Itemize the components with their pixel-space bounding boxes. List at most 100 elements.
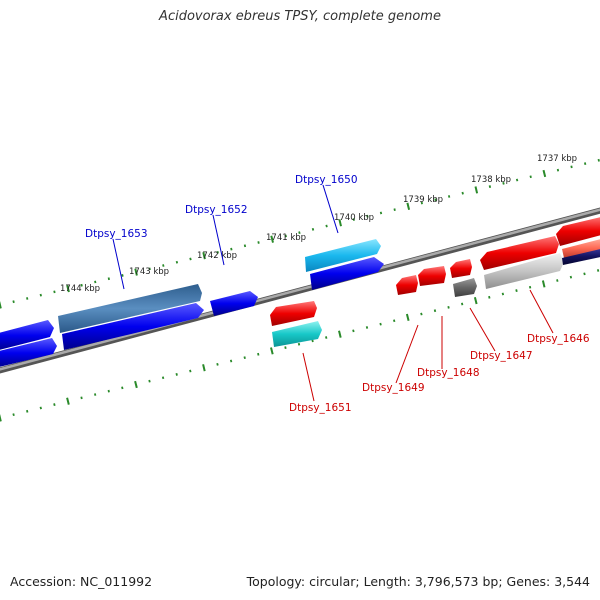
inner-minor-tick	[121, 386, 124, 390]
gene-arrow-left-edge-outer[interactable]	[0, 320, 54, 351]
outer-minor-tick	[80, 283, 83, 287]
gene-label-dtpsy-1650[interactable]: Dtpsy_1650	[295, 174, 358, 186]
outer-major-tick	[134, 268, 138, 276]
gene-label-dtpsy-1646[interactable]: Dtpsy_1646	[527, 333, 590, 345]
gene-arrow-blue-upper[interactable]	[310, 257, 384, 290]
inner-minor-tick	[556, 279, 559, 282]
gene-label-dtpsy-1651[interactable]: Dtpsy_1651	[289, 402, 352, 414]
inner-minor-tick	[311, 339, 314, 343]
inner-minor-tick	[297, 342, 301, 346]
label-connectors	[112, 184, 554, 402]
outer-minor-tick	[366, 214, 369, 218]
scale-label-1741: 1741 kbp	[266, 233, 306, 243]
gene-arrow-dtpsy-1649[interactable]	[396, 275, 418, 295]
accession-text: Accession: NC_011992	[10, 574, 153, 589]
outer-minor-tick	[325, 224, 328, 228]
inner-minor-tick	[80, 396, 83, 400]
gene-feature-layer	[0, 216, 600, 368]
gene-arrow-dtpsy-1651-red[interactable]	[270, 301, 317, 326]
inner-minor-tick	[461, 302, 464, 306]
scale-label-1744: 1744 kbp	[60, 284, 100, 294]
gene-arrow-dtpsy-1647[interactable]	[453, 278, 477, 297]
inner-minor-tick	[365, 326, 369, 329]
outer-minor-tick	[529, 175, 532, 179]
inner-major-tick	[0, 414, 2, 422]
gene-arrow-right-salmon[interactable]	[562, 238, 600, 258]
outer-minor-tick	[257, 241, 260, 244]
outer-minor-tick	[379, 211, 383, 215]
inner-minor-tick	[501, 292, 505, 296]
inner-minor-tick	[175, 372, 178, 376]
scale-label-1742: 1742 kbp	[197, 251, 237, 261]
inner-minor-tick	[243, 356, 246, 360]
scale-label-1740: 1740 kbp	[334, 213, 374, 223]
outer-minor-tick	[121, 273, 124, 277]
gene-arrow-small-blue[interactable]	[210, 291, 258, 316]
outer-minor-tick	[175, 260, 179, 264]
gene-arrow-dtpsy-1653[interactable]	[58, 284, 202, 333]
inner-minor-tick	[433, 309, 437, 313]
gene-arrow-left-edge-inner[interactable]	[0, 338, 57, 368]
outer-minor-tick	[189, 257, 192, 261]
genome-backbone	[0, 207, 600, 374]
inner-minor-tick	[596, 269, 600, 272]
gene-label-dtpsy-1649[interactable]: Dtpsy_1649	[362, 382, 425, 394]
outer-minor-tick	[597, 158, 600, 162]
gene-arrow-right-navy[interactable]	[562, 248, 600, 265]
inner-major-tick	[405, 313, 410, 322]
outer-minor-tick	[556, 168, 560, 172]
gene-label-dtpsy-1648[interactable]: Dtpsy_1648	[417, 367, 480, 379]
outer-tick-track	[0, 158, 600, 309]
outer-minor-tick	[584, 162, 587, 165]
inner-major-tick	[202, 364, 206, 372]
gene-arrow-dtpsy-1650[interactable]	[305, 239, 381, 272]
outer-minor-tick	[434, 198, 437, 202]
outer-minor-tick	[420, 201, 423, 205]
outer-minor-tick	[230, 247, 233, 251]
scale-label-1738: 1738 kbp	[471, 175, 511, 185]
outer-minor-tick	[502, 181, 505, 185]
inner-major-tick	[338, 330, 342, 338]
outer-minor-tick	[515, 178, 519, 182]
outer-minor-tick	[570, 165, 573, 169]
inner-minor-tick	[583, 272, 586, 276]
inner-minor-tick	[420, 312, 423, 316]
inner-minor-tick	[257, 352, 260, 356]
outer-minor-tick	[284, 234, 287, 238]
gene-label-dtpsy-1653[interactable]: Dtpsy_1653	[85, 228, 148, 240]
outer-minor-tick	[461, 191, 464, 195]
outer-minor-tick	[352, 218, 355, 221]
gene-label-dtpsy-1647[interactable]: Dtpsy_1647	[470, 350, 533, 362]
outer-major-tick	[270, 235, 274, 243]
gene-arrow-dtpsy-1648[interactable]	[418, 266, 446, 286]
gene-label-dtpsy-1652[interactable]: Dtpsy_1652	[185, 204, 248, 216]
inner-major-tick	[134, 380, 138, 389]
gene-arrow-dtpsy-1647-red[interactable]	[450, 259, 472, 278]
outer-minor-tick	[107, 277, 110, 281]
inner-minor-tick	[284, 346, 287, 349]
outer-minor-tick	[298, 231, 301, 235]
outer-major-tick	[66, 284, 70, 293]
outer-minor-tick	[311, 227, 315, 231]
inner-minor-tick	[325, 336, 328, 339]
inner-minor-tick	[148, 379, 151, 383]
outer-minor-tick	[53, 290, 56, 294]
outer-minor-tick	[243, 244, 247, 248]
gene-arrow-right-red[interactable]	[556, 216, 600, 246]
inner-minor-tick	[515, 289, 518, 293]
gene-arrow-dtpsy-1652[interactable]	[62, 303, 204, 350]
inner-major-tick	[66, 397, 70, 405]
inner-minor-tick	[12, 413, 15, 417]
scale-label-1739: 1739 kbp	[403, 195, 443, 205]
inner-minor-tick	[26, 409, 29, 413]
inner-minor-tick	[447, 306, 450, 309]
gene-arrow-dtpsy-1651[interactable]	[272, 321, 322, 347]
gene-arrow-dtpsy-1646-red[interactable]	[480, 236, 559, 270]
outer-minor-tick	[26, 297, 29, 300]
outer-major-tick	[542, 169, 547, 178]
inner-minor-tick	[53, 403, 56, 407]
gene-arrow-dtpsy-1646[interactable]	[484, 253, 564, 289]
outer-minor-tick	[12, 300, 15, 304]
outer-minor-tick	[148, 267, 151, 271]
outer-major-tick	[474, 186, 479, 194]
